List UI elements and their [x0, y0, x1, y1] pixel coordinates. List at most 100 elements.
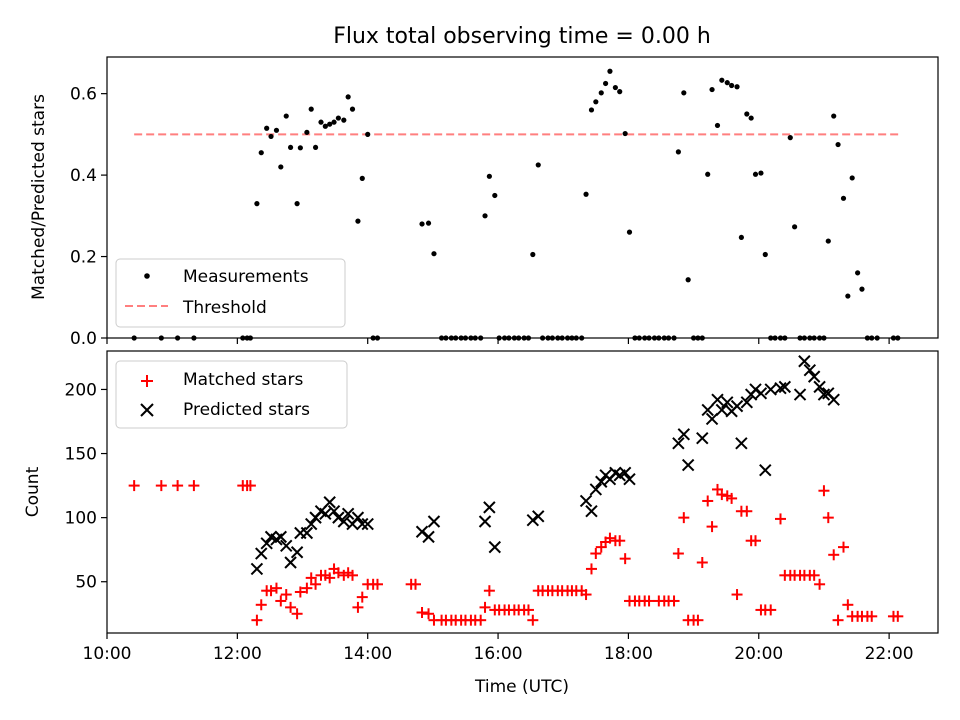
measurement-point: [564, 335, 571, 341]
measurement-point: [312, 144, 319, 151]
matched-star-point: [726, 492, 738, 504]
measurement-point: [355, 218, 361, 224]
measurement-point: [690, 335, 697, 341]
measurement-point: [492, 192, 498, 199]
predicted-star-point: [250, 562, 264, 576]
measurement-point: [714, 122, 721, 129]
measurement-point: [835, 141, 841, 148]
predicted-star-point: [677, 428, 691, 441]
matched-star-point: [866, 610, 878, 622]
measurement-point: [661, 335, 667, 341]
measurement-point: [569, 335, 575, 341]
predicted-star-point: [793, 388, 807, 401]
predicted-star-point: [807, 370, 821, 383]
predicted-star-point: [280, 539, 293, 553]
predicted-star-point: [305, 517, 318, 531]
y-tick-label: 100: [65, 509, 97, 529]
measurement-point: [603, 80, 609, 87]
predicted-star-point: [332, 511, 345, 524]
top-plot-marks: [131, 68, 901, 341]
measurement-point: [501, 335, 508, 341]
measurement-point: [622, 130, 628, 137]
matched-star-point: [774, 513, 786, 525]
top-legend: Measurements Threshold: [115, 258, 346, 328]
predicted-star-point: [341, 507, 355, 520]
matched-star-point: [527, 614, 539, 626]
measurement-point: [535, 162, 541, 168]
x-tick-label: 18:00: [604, 644, 653, 664]
measurement-point: [772, 335, 778, 341]
measurement-point: [539, 335, 546, 341]
measurement-point: [811, 335, 817, 341]
bottom-plot-marks: [128, 355, 904, 626]
measurement-point: [666, 335, 672, 341]
y-tick-label: 0.0: [70, 329, 97, 349]
measurement-point: [370, 335, 376, 341]
measurement-point: [335, 115, 341, 121]
matched-star-point: [356, 591, 368, 603]
matched-star-point: [750, 535, 762, 547]
predicted-star-point: [759, 464, 772, 477]
predicted-star-point: [356, 517, 369, 531]
measurement-point: [729, 82, 735, 89]
measurement-point: [607, 68, 613, 74]
measurement-point: [191, 335, 197, 341]
matched-star-point: [155, 480, 167, 492]
matched-star-point: [619, 553, 631, 565]
measurement-point: [258, 150, 264, 156]
measurement-point: [869, 335, 875, 341]
measurement-point: [555, 335, 561, 341]
matched-star-point: [416, 606, 428, 618]
predicted-star-point: [532, 510, 545, 523]
measurement-point: [264, 125, 270, 131]
measurement-point: [831, 113, 837, 119]
measurement-point: [744, 111, 750, 117]
matched-star-point: [172, 480, 184, 492]
matched-star-point: [668, 595, 680, 607]
measurement-point: [685, 277, 691, 283]
measurement-point: [458, 335, 464, 341]
measurement-point: [453, 335, 459, 341]
measurement-point: [719, 77, 725, 83]
measurement-point: [273, 127, 280, 133]
measurement-point: [425, 220, 432, 226]
measurement-point: [287, 144, 294, 151]
measurement-point: [327, 121, 333, 127]
measurement-point: [699, 335, 705, 341]
measurement-point: [593, 99, 599, 105]
predicted-star-point: [589, 483, 603, 496]
measurement-point: [175, 335, 181, 341]
bottom-y-axis-label: Count: [23, 466, 43, 517]
measurement-point: [709, 86, 715, 93]
measurement-point: [462, 335, 469, 341]
predicted-star-point: [300, 526, 314, 540]
legend-matched-marker: [141, 375, 153, 387]
measurement-point: [782, 335, 788, 341]
measurement-point: [304, 129, 310, 135]
y-tick-label: 50: [75, 573, 97, 593]
predicted-star-point: [827, 393, 840, 406]
matched-star-point: [479, 601, 491, 613]
measurement-point: [840, 195, 847, 201]
y-tick-label: 0.2: [70, 248, 97, 268]
predicted-star-point: [778, 380, 792, 394]
matched-star-point: [604, 532, 616, 544]
measurement-point: [752, 171, 759, 177]
x-tick-label: 14:00: [343, 644, 392, 664]
measurement-point: [816, 335, 823, 341]
matched-star-point: [522, 604, 534, 616]
y-tick-label: 200: [65, 380, 97, 400]
matched-star-point: [301, 582, 313, 594]
matched-star-point: [842, 599, 854, 611]
measurement-point: [758, 170, 764, 176]
measurement-point: [331, 119, 337, 125]
x-tick-label: 22:00: [865, 644, 914, 664]
predicted-star-point: [623, 472, 636, 486]
top-panel: 0.0 0.2 0.4 0.6 Matched/Predicted stars Mea…: [29, 56, 939, 349]
measurement-point: [855, 270, 861, 276]
matched-star-point: [483, 585, 495, 597]
measurement-point: [612, 84, 618, 91]
predicted-star-point: [274, 530, 288, 544]
measurement-point: [525, 335, 532, 341]
measurement-point: [521, 335, 527, 341]
